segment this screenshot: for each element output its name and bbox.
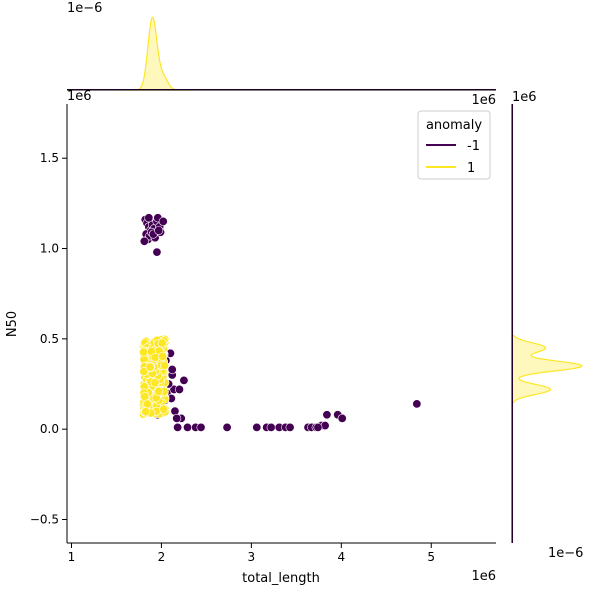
data-point-anomaly-1 [157,338,167,348]
data-point-anomaly-1 [141,407,151,417]
extra-offset-label-top-right: 1e6 [471,93,496,108]
x-tick-label: 4 [337,550,345,564]
data-point-anomaly-1 [150,352,160,362]
data-point-anomaly-neg1 [174,384,184,394]
data-point-anomaly-neg1 [196,422,206,432]
data-point-anomaly-neg1 [152,247,162,257]
top-density-curve [120,16,193,91]
right-panel-offset-label-top: 1e6 [512,90,537,105]
legend: anomaly -1 1 [417,110,491,180]
data-point-anomaly-neg1 [158,216,168,226]
data-point-anomaly-1 [154,386,164,396]
data-point-anomaly-neg1 [144,213,154,223]
data-point-anomaly-neg1 [266,422,276,432]
x-offset-label: 1e6 [471,569,496,584]
data-point-anomaly-neg1 [222,422,232,432]
data-point-anomaly-neg1 [337,413,347,423]
data-point-anomaly-neg1 [412,399,422,409]
y-tick-label: 1.5 [40,151,59,165]
data-point-anomaly-neg1 [172,413,182,423]
right-density-curve [511,334,583,409]
data-point-anomaly-1 [140,392,150,402]
y-offset-label: 1e6 [67,89,92,104]
legend-label-1: 1 [467,161,475,176]
data-point-anomaly-neg1 [179,375,189,385]
data-point-anomaly-neg1 [285,422,295,432]
data-point-anomaly-neg1 [173,422,183,432]
right-marginal-offset-label: 1e−6 [548,546,583,561]
legend-title: anomaly [426,118,482,133]
data-point-anomaly-1 [159,361,169,371]
y-tick-label: 0.0 [40,422,59,436]
data-point-anomaly-neg1 [167,365,177,375]
data-point-anomaly-1 [150,378,160,388]
top-marginal-offset-label: 1e−6 [67,1,102,16]
x-tick-label: 2 [158,550,166,564]
data-point-anomaly-1 [145,362,155,372]
x-tick-label: 1 [68,550,76,564]
data-point-anomaly-neg1 [322,410,332,420]
right-marginal-density-1 [511,104,583,543]
data-point-anomaly-1 [158,351,168,361]
top-marginal: 1e−6 [67,1,496,91]
y-tick-label: −0.5 [30,513,59,527]
data-point-anomaly-neg1 [252,422,262,432]
y-axis-label: N50 [5,311,20,337]
x-axis-label: total_length [242,571,320,586]
data-point-anomaly-neg1 [139,236,149,246]
data-point-anomaly-neg1 [313,422,323,432]
data-point-anomaly-1 [139,347,149,357]
data-point-anomaly-neg1 [183,422,193,432]
y-tick-label: 1.0 [40,242,59,256]
data-point-anomaly-1 [142,399,152,409]
x-ticks: 1 2 3 4 5 [68,543,435,564]
legend-label-neg1: -1 [467,139,480,154]
data-point-anomaly-neg1 [154,225,164,235]
top-marginal-density-1 [67,16,496,91]
y-ticks: −0.5 0.0 0.5 1.0 1.5 [30,151,67,527]
y-tick-label: 0.5 [40,332,59,346]
data-point-anomaly-1 [159,404,169,414]
scatter-points [138,213,422,432]
x-tick-label: 3 [248,550,256,564]
right-marginal: 1e−6 [511,104,583,561]
x-tick-label: 5 [427,550,435,564]
data-point-anomaly-1 [139,367,149,377]
